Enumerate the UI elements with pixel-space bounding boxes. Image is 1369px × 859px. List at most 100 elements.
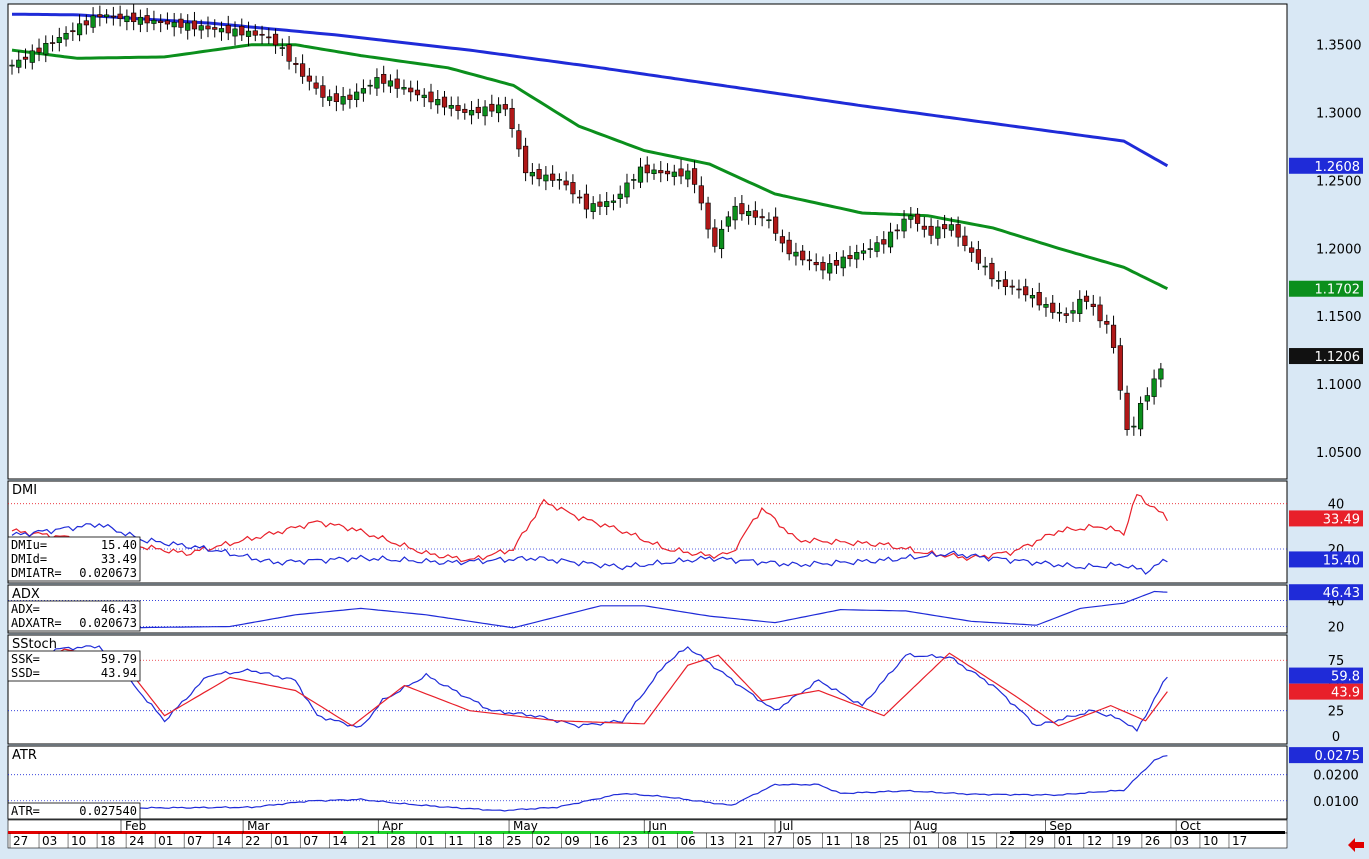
- month-label: Sep: [1049, 819, 1072, 833]
- day-label: 14: [216, 834, 231, 848]
- candle-body: [164, 20, 171, 25]
- day-label: 27: [13, 834, 28, 848]
- value-badge-label: 1.2608: [1315, 160, 1361, 175]
- candle-body: [989, 262, 995, 280]
- candle-body: [320, 85, 326, 98]
- candle-body: [367, 84, 373, 87]
- candle-body: [245, 30, 252, 37]
- value-badge: [1289, 348, 1363, 365]
- candle-body: [1009, 285, 1015, 288]
- dmi-readout-key: DMId=: [11, 552, 47, 566]
- candle-body: [543, 174, 549, 182]
- candle-body: [577, 196, 583, 199]
- candle-body: [198, 25, 204, 31]
- candle-body: [49, 42, 56, 44]
- candle-body: [671, 171, 677, 177]
- adx-readout-key: ADX=: [11, 602, 40, 616]
- candle-body: [232, 28, 238, 37]
- candle-body: [759, 216, 765, 219]
- value-badge: [1289, 683, 1363, 700]
- candle-body: [1110, 324, 1117, 348]
- candle-body: [597, 201, 603, 207]
- price-tick-label: 1.2500: [1316, 174, 1362, 189]
- candle-body: [117, 13, 123, 20]
- candle-body: [948, 224, 954, 231]
- candle-body: [408, 87, 414, 93]
- day-label: 06: [681, 834, 696, 848]
- candle-body: [901, 218, 907, 232]
- candle-body: [252, 30, 258, 36]
- candle-body: [1070, 310, 1076, 314]
- candle-body: [1023, 286, 1029, 296]
- candle-body: [225, 25, 231, 34]
- candle-body: [124, 15, 130, 23]
- candle-body: [70, 30, 76, 33]
- candle-body: [570, 182, 576, 195]
- dmi-tick-label: 40: [1328, 498, 1345, 513]
- candle-body: [664, 170, 671, 175]
- panels: [7, 3, 1288, 820]
- month-label: Feb: [125, 819, 146, 833]
- candle-body: [144, 15, 150, 24]
- dmi-readout-value: 15.40: [101, 538, 137, 552]
- candle-body: [374, 77, 380, 89]
- candle-body: [698, 185, 704, 204]
- candle-body: [266, 36, 272, 39]
- candle-body: [340, 96, 346, 105]
- candle-body: [982, 265, 988, 268]
- day-label: 07: [187, 834, 202, 848]
- candle-body: [624, 182, 630, 198]
- labels: 1.3500 1.3000 1.2500 1.2000 1.1500 1.1000 1.05…: [7, 39, 1363, 820]
- candle-body: [1124, 392, 1130, 430]
- adx-title: ADX: [12, 587, 40, 602]
- price-tick-label: 1.2000: [1316, 242, 1362, 257]
- day-label: 10: [1203, 834, 1218, 848]
- value-badge-label: 43.9: [1331, 686, 1360, 701]
- value-badge-label: 59.8: [1331, 670, 1360, 685]
- candle-body: [502, 104, 508, 110]
- candle-body: [509, 107, 515, 129]
- candle-body: [779, 236, 786, 244]
- day-label: 15: [971, 834, 986, 848]
- candle-body: [678, 168, 684, 177]
- candle-body: [56, 37, 62, 43]
- candle-body: [9, 64, 15, 67]
- candle-body: [529, 171, 535, 177]
- candle-body: [637, 166, 644, 183]
- value-badge-label: 1.1206: [1315, 350, 1361, 365]
- sst-title: SStoch: [12, 637, 57, 652]
- day-label: 22: [1000, 834, 1015, 848]
- candle-body: [1144, 395, 1150, 402]
- day-label: 07: [303, 834, 318, 848]
- day-label: 23: [622, 834, 637, 848]
- candle-body: [874, 242, 880, 252]
- dmi-readout-value: 0.020673: [79, 566, 137, 580]
- value-badge: [1289, 747, 1363, 764]
- candle-body: [482, 106, 488, 117]
- candle-body: [610, 200, 617, 203]
- candle-body: [414, 89, 421, 96]
- month-label: Aug: [914, 819, 937, 833]
- price-tick-label: 1.0500: [1316, 446, 1362, 461]
- stoch-d-line: [11, 648, 1168, 727]
- candle-body: [644, 164, 650, 174]
- price-tick-label: 1.3000: [1316, 107, 1362, 122]
- candle-body: [158, 20, 164, 24]
- candle-body: [313, 82, 319, 89]
- candle-body: [272, 33, 279, 46]
- candle-body: [43, 42, 49, 55]
- panel-price: [7, 3, 1288, 480]
- adx-readout-key: ADXATR=: [11, 616, 62, 630]
- day-label: 11: [448, 834, 463, 848]
- candle-body: [563, 180, 569, 186]
- candle-body: [1151, 378, 1157, 397]
- dmi-readout-box: [7, 536, 141, 582]
- candle-body: [131, 12, 137, 23]
- day-label: 18: [477, 834, 492, 848]
- scroll-back-arrow-icon[interactable]: [1347, 837, 1365, 853]
- candle-body: [617, 193, 623, 199]
- month-label: Jul: [778, 819, 793, 833]
- atr-tick-label: 0.0200: [1313, 769, 1359, 784]
- candle-body: [583, 193, 590, 210]
- candle-body: [820, 262, 826, 271]
